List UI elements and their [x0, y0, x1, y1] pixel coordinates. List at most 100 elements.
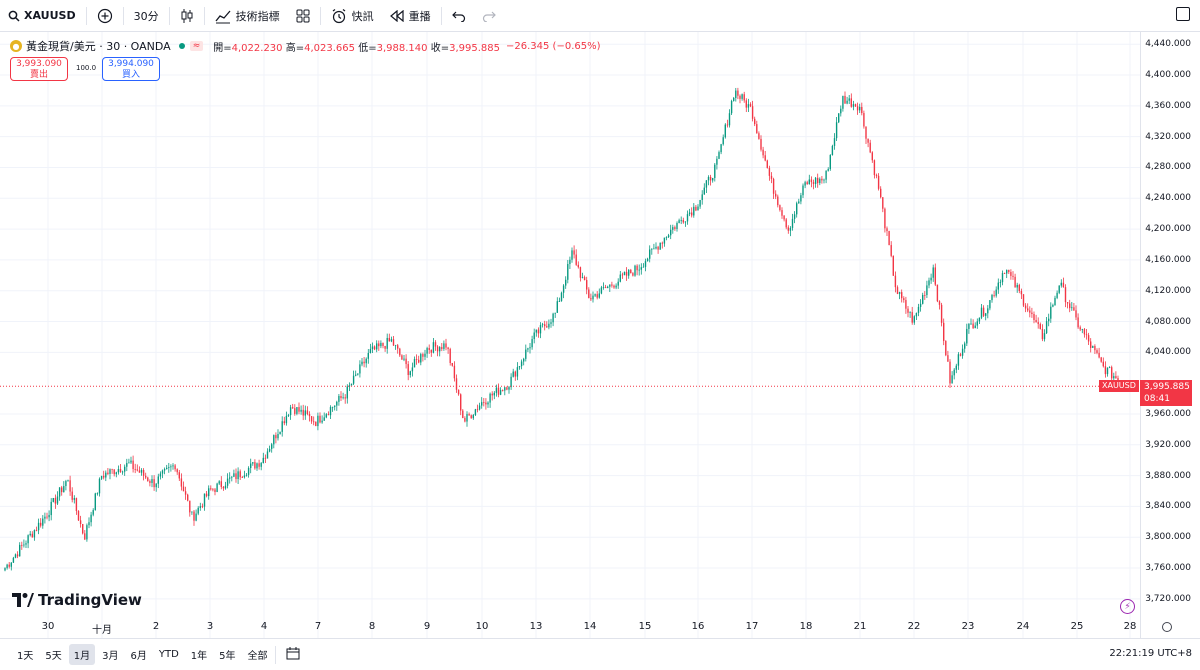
range-button[interactable]: 1月 — [68, 644, 96, 665]
candle — [8, 562, 10, 569]
layouts-button[interactable] — [288, 0, 318, 31]
candle-body — [271, 444, 273, 449]
candle-body — [357, 373, 359, 375]
undo-button[interactable] — [444, 0, 474, 31]
candle — [119, 464, 122, 473]
candle — [113, 469, 115, 477]
candle-body — [722, 137, 724, 145]
candle — [701, 190, 703, 205]
candle — [1033, 311, 1035, 324]
range-button[interactable]: 6月 — [130, 651, 147, 662]
candle — [1069, 299, 1071, 313]
candle — [924, 291, 926, 300]
candle-body — [184, 491, 187, 495]
candle-body — [630, 269, 632, 274]
bottom-toolbar: 1天 5天 1月 3月 6月 YTD 1年 5年 全部 22:21:19 UTC+8 — [0, 638, 1200, 670]
candle-body — [625, 271, 628, 276]
candle-body — [138, 470, 141, 473]
utc-clock[interactable]: 22:21:19 UTC+8 — [1109, 648, 1192, 659]
candle — [189, 500, 191, 517]
candle-body — [701, 194, 703, 201]
candle-body — [128, 462, 130, 464]
range-button[interactable]: 5天 — [45, 651, 62, 662]
candle — [355, 370, 357, 377]
candle-body — [117, 469, 120, 473]
sell-button[interactable]: 3,993.090 賣出 — [10, 57, 68, 81]
candle-body — [735, 90, 737, 98]
redo-button[interactable] — [474, 0, 504, 31]
range-button[interactable]: 5年 — [219, 651, 236, 662]
range-button[interactable]: 1天 — [17, 651, 34, 662]
chart-type-button[interactable] — [172, 0, 202, 31]
candle-body — [254, 462, 256, 469]
candle — [518, 366, 521, 370]
price-axis[interactable]: 4,440.000 4,400.000 4,360.000 4,320.000 4,28… — [1140, 32, 1200, 638]
candle-body — [502, 390, 504, 391]
candle — [814, 177, 817, 188]
compare-button[interactable] — [89, 0, 121, 31]
range-button[interactable]: 全部 — [247, 651, 268, 662]
candle-body — [264, 457, 267, 459]
candle — [670, 224, 672, 240]
candle — [852, 100, 855, 111]
candle — [201, 503, 204, 509]
candle-body — [653, 248, 655, 250]
candle — [184, 486, 187, 500]
candle-body — [418, 359, 420, 363]
candle — [424, 349, 426, 361]
candle-body — [292, 407, 294, 409]
candle-body — [829, 154, 831, 170]
candle-body — [833, 138, 836, 146]
candle-body — [161, 470, 164, 474]
settings-gear-icon[interactable] — [1162, 622, 1172, 632]
candle-body — [409, 371, 411, 375]
fullscreen-button[interactable] — [1176, 7, 1190, 21]
alert-button[interactable]: 快訊 — [323, 0, 382, 31]
lightning-icon[interactable]: ⚡ — [1120, 599, 1135, 614]
date-range-button[interactable] — [286, 646, 300, 663]
candle — [982, 305, 985, 317]
buy-button[interactable]: 3,994.090 買入 — [102, 57, 160, 81]
candle-body — [768, 167, 771, 176]
candle-body — [365, 358, 367, 364]
range-button[interactable]: 1年 — [190, 651, 208, 662]
candle — [630, 268, 632, 274]
candle — [550, 318, 552, 328]
candle — [151, 475, 153, 488]
candle — [403, 354, 405, 362]
tradingview-logo[interactable]: TradingView — [12, 591, 142, 609]
time-axis-label: 16 — [691, 621, 705, 632]
replay-button[interactable]: 重播 — [382, 0, 439, 31]
candle-body — [111, 469, 113, 471]
candle-body — [63, 486, 65, 493]
candle — [989, 299, 991, 311]
candle-body — [865, 126, 867, 139]
range-button[interactable]: YTD — [158, 649, 179, 660]
candle-body — [691, 212, 693, 216]
candle-body — [222, 486, 225, 489]
indicators-button[interactable]: 技術指標 — [207, 0, 288, 31]
range-button[interactable]: 3月 — [102, 651, 119, 662]
candle-body — [724, 124, 726, 138]
candle-body — [153, 479, 155, 488]
grid-icon — [296, 9, 310, 23]
candle-body — [401, 355, 403, 360]
candle — [25, 540, 27, 549]
time-axis-label: 9 — [423, 621, 431, 632]
interval-button[interactable]: 30分 — [126, 0, 167, 31]
candle — [888, 230, 890, 246]
candle-body — [44, 516, 46, 519]
candle — [691, 207, 693, 218]
symbol-search[interactable]: XAUUSD — [0, 0, 84, 31]
candle-body — [103, 475, 105, 478]
redo-icon — [482, 10, 496, 22]
candle-body — [281, 421, 283, 432]
candle-body — [770, 175, 773, 179]
candle-body — [1092, 345, 1094, 348]
candle — [478, 402, 481, 411]
candle — [863, 110, 865, 129]
candle-body — [40, 522, 42, 526]
candle — [777, 194, 779, 208]
price-chart[interactable] — [0, 32, 1140, 638]
candle — [1001, 270, 1004, 286]
